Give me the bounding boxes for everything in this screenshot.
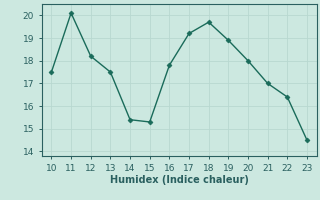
X-axis label: Humidex (Indice chaleur): Humidex (Indice chaleur) xyxy=(110,175,249,185)
